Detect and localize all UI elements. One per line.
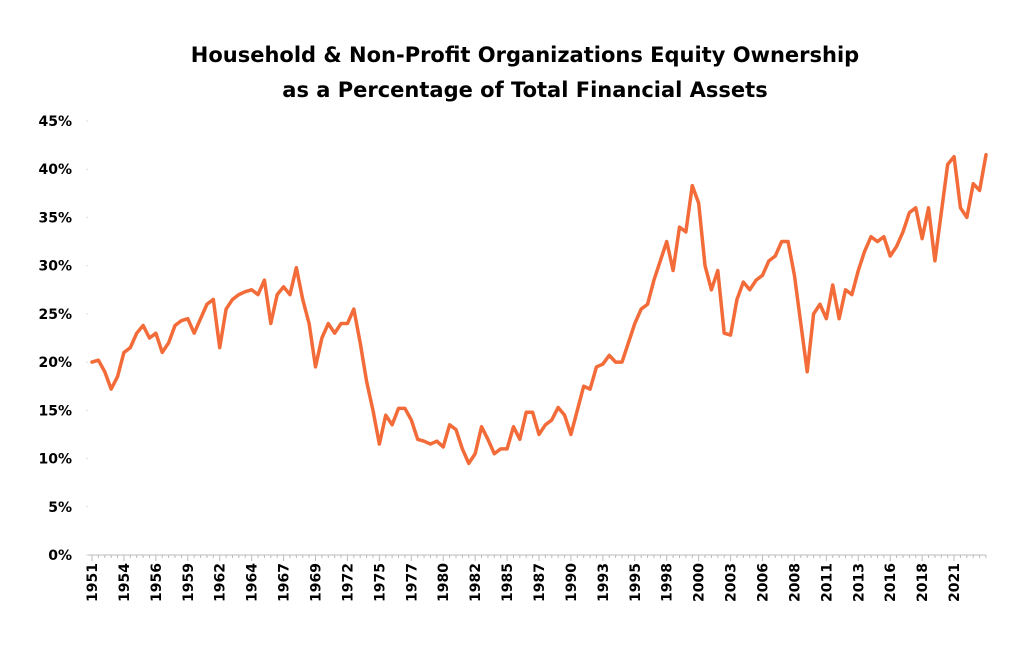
chart-title: Household & Non-Profit Organizations Equ… [191,43,859,67]
x-tick-label: 2000 [692,563,708,602]
x-tick-label: 1964 [245,563,261,602]
x-tick-label: 1977 [404,563,420,602]
y-tick-label: 40% [38,162,72,178]
y-tick-label: 0% [48,548,72,564]
x-tick-label: 1985 [500,563,516,602]
x-tick-label: 1998 [660,563,676,602]
x-tick-label: 1975 [372,563,388,602]
x-tick-label: 1995 [628,563,644,602]
y-tick-label: 25% [38,307,72,323]
x-tick-label: 1969 [309,563,325,602]
x-tick-label: 1993 [596,563,612,602]
y-tick-label: 45% [38,114,72,130]
x-tick-label: 1954 [117,563,133,602]
data-line [90,153,988,466]
x-tick-label: 2013 [851,563,867,602]
x-tick-label: 2011 [819,563,835,602]
x-tick-label: 1962 [213,563,229,602]
x-tick-label: 1990 [564,563,580,602]
y-tick-label: 35% [38,210,72,226]
x-tick-label: 2016 [883,563,899,602]
y-tick-label: 10% [38,452,72,468]
x-tick-label: 1972 [340,563,356,602]
x-tick-label: 2018 [915,563,931,602]
x-tick-label: 1959 [181,563,197,602]
x-tick-label: 2021 [947,563,963,602]
y-tick-label: 15% [38,403,72,419]
x-tick-label: 1980 [436,563,452,602]
x-tick-label: 1967 [277,563,293,602]
x-tick-label: 1987 [532,563,548,602]
x-tick-label: 2006 [756,563,772,602]
y-tick-label: 5% [48,500,72,516]
y-tick-label: 20% [38,355,72,371]
x-tick-label: 1982 [468,563,484,602]
y-tick-label: 30% [38,259,72,275]
x-tick-label: 1956 [149,563,165,602]
x-tick-label: 1951 [85,563,101,602]
x-tick-label: 2008 [787,563,803,602]
chart-title: as a Percentage of Total Financial Asset… [282,78,767,102]
x-tick-label: 2003 [724,563,740,602]
